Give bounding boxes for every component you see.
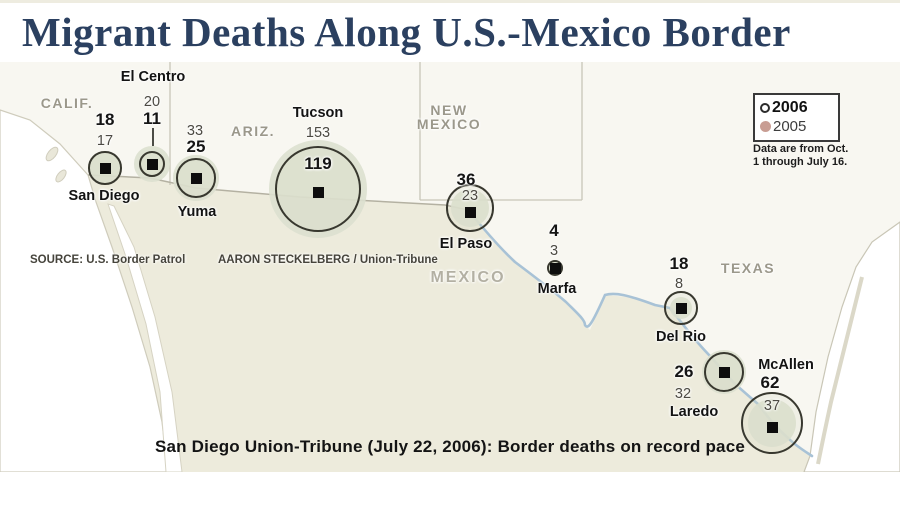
label-leader-line xyxy=(152,128,154,146)
sector-name: Laredo xyxy=(669,404,719,420)
artist-credit: AARON STECKELBERG / Union-Tribune xyxy=(218,254,438,266)
sector-location-marker xyxy=(718,366,730,378)
sector-name: El Centro xyxy=(120,69,186,85)
sector-value-2006: 11 xyxy=(143,109,161,128)
barrier-island xyxy=(816,276,864,465)
gulf-of-california xyxy=(107,203,183,472)
sector-location-marker xyxy=(99,162,111,174)
sector-value-2006: 18 xyxy=(669,254,689,273)
sector-value-2005: 33 xyxy=(186,123,204,139)
legend-label-2006: 2006 xyxy=(772,98,808,116)
coastal-island xyxy=(55,169,67,183)
sector-value-2006: 62 xyxy=(760,373,780,392)
sector-name: El Paso xyxy=(439,236,493,252)
border-map: CALIF. ARIZ. NEW MEXICO TEXAS MEXICO 18 1… xyxy=(0,62,900,472)
state-label-mexico: MEXICO xyxy=(430,269,506,286)
sector-value-2005: 23 xyxy=(461,188,479,204)
legend-label-2005: 2005 xyxy=(773,118,807,135)
sector-value-2005: 8 xyxy=(674,276,684,292)
us-land xyxy=(0,62,900,472)
open-circle-2006-icon xyxy=(760,102,770,113)
state-label-calif: CALIF. xyxy=(40,95,94,111)
sector-value-2005: 153 xyxy=(305,125,331,141)
pacific-ocean xyxy=(0,109,169,472)
sector-location-marker xyxy=(675,302,687,314)
sector-location-marker xyxy=(312,186,324,198)
sector-value-2006: 26 xyxy=(674,362,694,381)
sector-name: Marfa xyxy=(537,281,577,297)
state-label-texas: TEXAS xyxy=(720,260,776,276)
legend-row-2006: 2006 xyxy=(760,98,832,117)
source-credit: SOURCE: U.S. Border Patrol xyxy=(30,254,186,266)
sector-value-2005: 37 xyxy=(763,398,781,414)
caption: San Diego Union-Tribune (July 22, 2006):… xyxy=(154,437,746,456)
sector-value-2005: 17 xyxy=(96,133,114,149)
sector-value-2006: 4 xyxy=(549,221,559,240)
sector-name: Tucson xyxy=(292,105,344,121)
coastal-island xyxy=(45,146,59,162)
sector-location-marker xyxy=(549,262,561,274)
sector-value-2005: 3 xyxy=(549,243,559,259)
sector-value-2006: 18 xyxy=(95,110,115,129)
sector-location-marker xyxy=(464,206,476,218)
sector-location-marker xyxy=(766,421,778,433)
sector-location-marker xyxy=(146,158,158,170)
sector-value-2006: 25 xyxy=(186,137,206,156)
sector-name: Yuma xyxy=(177,204,217,220)
legend: 2006 2005 xyxy=(753,93,840,142)
sector-value-2006: 36 xyxy=(456,170,476,189)
sector-value-2005: 32 xyxy=(674,386,692,402)
legend-row-2005: 2005 xyxy=(760,117,832,136)
sector-value-2006: 119 xyxy=(304,154,332,173)
sector-value-2005: 20 xyxy=(143,94,161,110)
legend-note: Data are from Oct. 1 through July 16. xyxy=(753,143,849,168)
filled-dot-2005-icon xyxy=(760,121,771,132)
sector-name: Del Rio xyxy=(656,329,706,345)
sector-name: San Diego xyxy=(68,188,140,204)
state-label-new-mexico: NEW MEXICO xyxy=(416,102,482,132)
map-base xyxy=(0,62,900,472)
sector-name: McAllen xyxy=(758,357,814,373)
state-label-ariz: ARIZ. xyxy=(230,123,276,139)
top-strip xyxy=(0,0,900,3)
sector-location-marker xyxy=(190,172,202,184)
page-title: Migrant Deaths Along U.S.-Mexico Border xyxy=(22,9,791,55)
